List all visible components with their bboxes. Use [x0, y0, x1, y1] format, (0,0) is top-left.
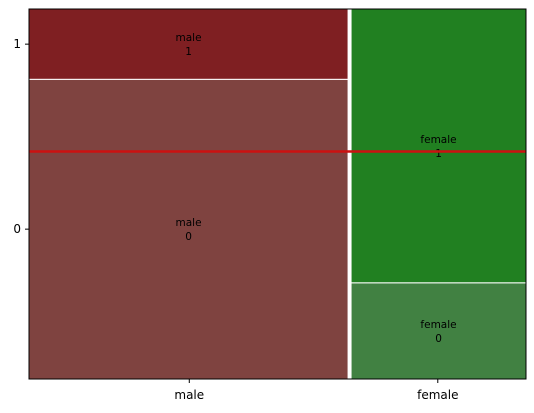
cell-label-category: female	[420, 134, 456, 146]
cell-label-category: male	[176, 32, 202, 44]
mosaic-cell-female-1	[350, 8, 527, 284]
y-tick-label: 1	[13, 37, 21, 51]
cell-label-level: 0	[185, 231, 192, 243]
cell-label-category: male	[176, 217, 202, 229]
cell-label-level: 1	[185, 46, 192, 58]
cell-label-level: 0	[435, 333, 442, 345]
x-tick-label: male	[174, 388, 204, 402]
cell-label-category: female	[420, 319, 456, 331]
mosaic-cells	[28, 8, 527, 380]
y-axis: 01	[13, 37, 29, 236]
mosaic-cell-male-0	[28, 78, 349, 380]
mosaic-cell-male-1	[28, 8, 349, 80]
x-tick-label: female	[417, 388, 458, 402]
x-axis: male female	[174, 379, 458, 402]
plot-frame	[28, 8, 527, 380]
cell-labels: male 0 male 1 female 0 female 1	[176, 32, 457, 345]
y-tick-label: 0	[13, 222, 21, 236]
cell-label-level: 1	[435, 148, 442, 160]
